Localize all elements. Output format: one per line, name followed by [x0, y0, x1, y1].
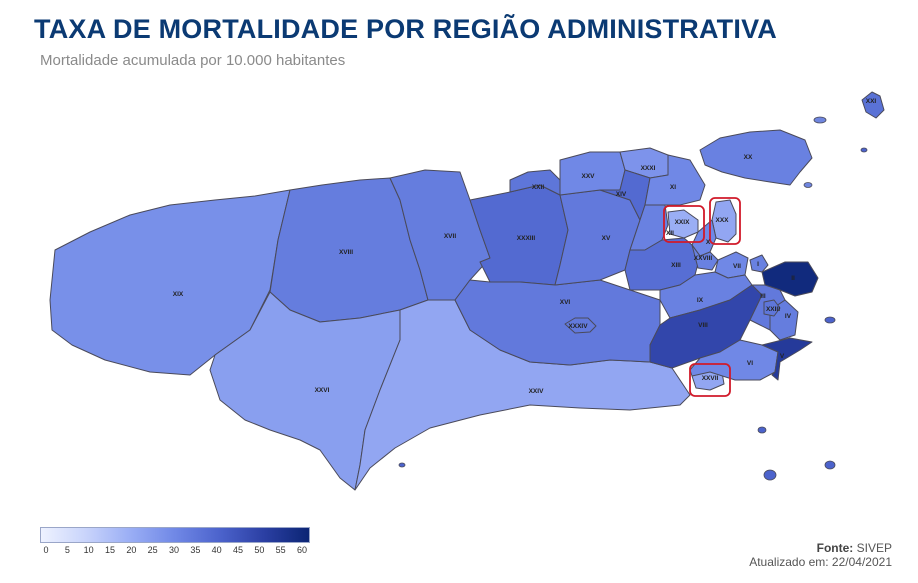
- legend-tick: 10: [83, 545, 94, 555]
- label-XVII: XVII: [444, 233, 456, 240]
- label-XIII: XIII: [671, 262, 681, 269]
- legend-tick: 55: [275, 545, 286, 555]
- region-IX[interactable]: [659, 271, 753, 319]
- region-XXIII[interactable]: [763, 299, 781, 317]
- choropleth-map: XIX XVIII XVII XXXIII XXVI XXIV XVI XXXI…: [49, 91, 885, 491]
- legend-tick: 5: [64, 545, 70, 555]
- label-XXXIII: XXXIII: [517, 235, 536, 242]
- region-XXXIV[interactable]: [564, 317, 597, 334]
- source-value: SIVEP: [856, 541, 892, 555]
- label-I: I: [757, 261, 759, 268]
- label-XXIV: XXIV: [529, 388, 544, 395]
- label-XXIII: XXIII: [766, 306, 780, 313]
- source-note: Fonte: SIVEP Atualizado em: 22/04/2021: [749, 541, 892, 569]
- label-XXXIV: XXXIV: [568, 323, 588, 330]
- label-IV: IV: [785, 313, 792, 320]
- label-XXII: XXII: [532, 184, 544, 191]
- label-XII: XII: [666, 230, 674, 237]
- label-X: X: [706, 239, 711, 246]
- legend-tick: 35: [190, 545, 201, 555]
- legend-tick: 30: [168, 545, 180, 555]
- region-VI[interactable]: [689, 339, 779, 381]
- highlight-box-XXVII: [689, 363, 731, 397]
- label-XXIX: XXIX: [675, 219, 690, 226]
- legend-tick: 20: [126, 545, 137, 555]
- highlight-box-XXX: [709, 197, 741, 245]
- label-IX: IX: [697, 297, 704, 304]
- label-XVIII: XVIII: [339, 249, 353, 256]
- label-VI: VI: [747, 360, 753, 367]
- label-XI: XI: [670, 184, 676, 191]
- color-legend: 0 5 10 15 20 25 30 35 40 45 50 55 60: [40, 527, 310, 557]
- legend-ticks: 0 5 10 15 20 25 30 35 40 45 50 55 60: [40, 543, 310, 557]
- label-XXVIII: XXVIII: [694, 255, 713, 262]
- region-labels: XIX XVIII XVII XXXIII XXVI XXIV XVI XXXI…: [173, 98, 877, 395]
- label-XXI: XXI: [866, 98, 877, 105]
- highlight-box-XXIX: [663, 205, 705, 243]
- legend-gradient-bar: [40, 527, 310, 543]
- label-XVI: XVI: [560, 299, 571, 306]
- region-VIII[interactable]: [649, 284, 763, 369]
- region-V[interactable]: [761, 337, 813, 381]
- label-XX: XX: [744, 154, 753, 161]
- region-XX[interactable]: [699, 129, 813, 186]
- legend-tick: 0: [43, 545, 49, 555]
- label-II: II: [791, 275, 795, 282]
- legend-tick: 40: [211, 545, 222, 555]
- updated-date: Atualizado em: 22/04/2021: [749, 555, 892, 569]
- legend-tick: 60: [296, 545, 308, 555]
- label-VII: VII: [733, 263, 741, 270]
- legend-tick: 15: [104, 545, 116, 555]
- legend-tick: 50: [254, 545, 265, 555]
- label-XXV: XXV: [581, 173, 595, 180]
- islands: [398, 116, 868, 481]
- label-XV: XV: [602, 235, 611, 242]
- region-I[interactable]: [749, 254, 769, 273]
- label-XIV: XIV: [616, 191, 627, 198]
- label-XXXI: XXXI: [641, 165, 656, 172]
- label-V: V: [780, 353, 785, 360]
- label-XXVII: XXVII: [702, 375, 719, 382]
- source-label: Fonte:: [816, 541, 854, 555]
- label-III: III: [760, 293, 766, 300]
- legend-tick: 45: [232, 545, 244, 555]
- label-XXVI: XXVI: [315, 387, 330, 394]
- region-XXI[interactable]: [861, 91, 885, 119]
- label-VIII: VIII: [698, 322, 708, 329]
- map-title: TAXA DE MORTALIDADE POR REGIÃO ADMINISTR…: [34, 14, 777, 44]
- label-XIX: XIX: [173, 291, 184, 298]
- map-subtitle: Mortalidade acumulada por 10.000 habitan…: [40, 52, 346, 69]
- legend-tick: 25: [147, 545, 158, 555]
- label-XXX: XXX: [715, 217, 729, 224]
